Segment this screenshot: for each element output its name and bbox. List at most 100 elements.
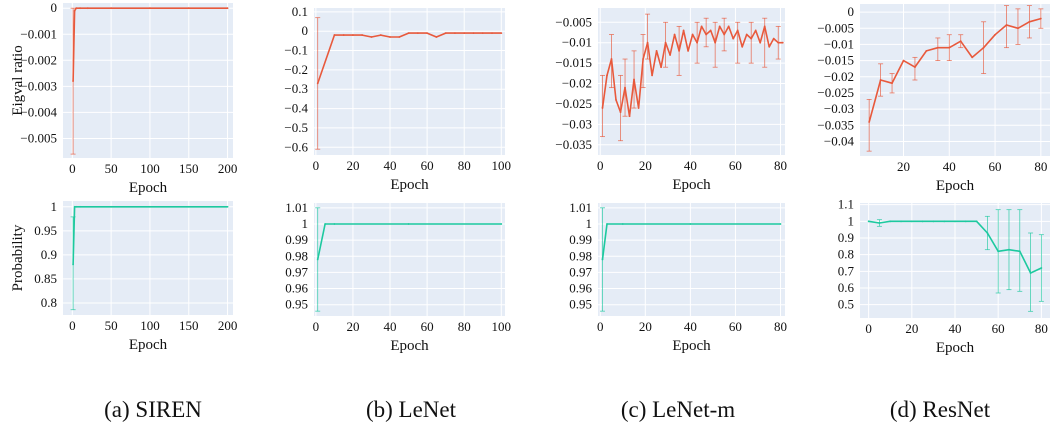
x-tick-label: 80	[1034, 159, 1047, 174]
y-tick-label: −0.025	[555, 96, 592, 111]
y-tick-label: −0.025	[817, 85, 854, 100]
x-tick-label: 20	[905, 321, 918, 336]
data-point	[997, 250, 1000, 253]
data-point	[691, 33, 694, 36]
data-point	[777, 41, 780, 44]
y-tick-label: 0.98	[285, 248, 308, 263]
y-tick-label: −0.2	[284, 62, 308, 77]
data-point	[379, 34, 382, 36]
y-tick-label: 1	[51, 199, 58, 214]
chart-3: 20 40 60 800−0.005−0.01−0.015−0.02−0.025−0.…	[817, 4, 1050, 194]
data-point	[398, 36, 401, 38]
y-tick-label: 0.97	[569, 264, 592, 279]
x-tick-label: 50	[105, 161, 118, 176]
x-tick-label: 100	[492, 319, 512, 334]
data-point	[723, 33, 726, 36]
y-tick-label: 0.96	[285, 281, 308, 296]
data-point	[601, 258, 604, 261]
y-tick-label: 0.9	[41, 247, 57, 262]
data-point	[110, 205, 113, 208]
x-axis-label: Epoch	[936, 340, 975, 356]
data-point	[682, 29, 685, 32]
caption-lenet-m: (c) LeNet-m	[620, 397, 736, 422]
data-point	[624, 86, 626, 89]
data-point	[709, 29, 712, 32]
data-point	[660, 66, 662, 69]
data-point	[705, 33, 708, 36]
data-point	[500, 32, 503, 35]
data-point	[601, 107, 604, 109]
data-point	[333, 223, 336, 225]
data-point	[370, 36, 373, 38]
x-tick-label: 100	[140, 318, 160, 333]
data-point	[187, 7, 190, 10]
y-tick-label: 1	[586, 216, 593, 231]
data-point	[333, 34, 336, 36]
y-tick-label: 0.5	[838, 297, 854, 312]
data-point	[750, 37, 753, 40]
y-tick-label: 1	[848, 213, 855, 228]
data-point	[971, 56, 974, 59]
data-point	[187, 205, 190, 208]
y-tick-label: −0.02	[562, 76, 592, 91]
x-tick-label: 150	[179, 161, 199, 176]
y-tick-label: −0.6	[284, 139, 308, 154]
data-point	[763, 25, 766, 28]
y-tick-label: 0	[302, 23, 309, 38]
data-point	[73, 9, 76, 12]
y-tick-label: −0.005	[817, 20, 854, 35]
chart-1: 0 20 40 60 80 100 0.1 0 −0.1 −0.2 −0.3 −0.4 −0.5 −0.6…	[284, 4, 511, 193]
x-tick-label: 20	[639, 319, 652, 334]
y-tick-label: 0.99	[285, 232, 308, 247]
data-point	[610, 58, 613, 60]
data-point	[689, 223, 692, 225]
x-tick-label: 60	[421, 158, 434, 173]
data-point	[959, 40, 962, 43]
y-tick-label: 1.1	[838, 197, 854, 212]
data-point	[900, 220, 902, 223]
y-tick-label: 0	[848, 4, 855, 19]
data-point	[669, 54, 671, 56]
data-point	[361, 34, 364, 36]
data-point	[86, 7, 89, 10]
data-point	[75, 205, 78, 208]
plot-area	[598, 203, 785, 316]
data-point	[754, 29, 757, 32]
x-tick-label: 200	[218, 161, 238, 176]
y-axis-label: Probability	[10, 224, 26, 291]
chart-4: 0 50 100 150 200 1 0.95 0.9 0.85 0.8 Epoch Probabil…	[10, 199, 237, 353]
data-point	[936, 46, 939, 49]
data-point	[606, 74, 608, 77]
data-point	[407, 223, 410, 225]
data-point	[921, 220, 924, 223]
x-tick-label: 0	[597, 319, 604, 334]
data-point	[149, 205, 151, 208]
chart-2: 0 20 40 60 80 −0.005 −0.01 −0.015 −0.02 −0.025 −0.…	[555, 8, 787, 193]
y-tick-label: −0.001	[20, 26, 57, 41]
x-tick-label: 60	[989, 159, 1002, 174]
data-point	[454, 32, 456, 35]
data-point	[696, 41, 699, 44]
y-tick-label: −0.03	[562, 116, 592, 131]
y-tick-label: −0.02	[824, 69, 854, 84]
x-axis-label: Epoch	[390, 177, 429, 193]
y-tick-label: −0.04	[824, 133, 855, 148]
y-tick-label: 0.7	[838, 263, 855, 278]
y-tick-label: −0.035	[817, 117, 854, 132]
data-point	[714, 41, 717, 44]
data-point	[463, 32, 466, 35]
y-axis-label: Eigval ratio	[10, 45, 26, 115]
data-point	[500, 223, 503, 225]
data-point	[1040, 267, 1043, 269]
y-tick-label: −0.03	[824, 101, 854, 116]
data-point	[633, 78, 635, 81]
data-point	[687, 49, 690, 52]
x-tick-label: 80	[1035, 321, 1048, 336]
x-tick-label: 100	[492, 158, 512, 173]
data-point	[79, 205, 81, 208]
data-point	[891, 82, 893, 85]
data-point	[1039, 17, 1042, 20]
x-tick-label: 60	[729, 158, 742, 173]
x-tick-label: 200	[218, 318, 238, 333]
